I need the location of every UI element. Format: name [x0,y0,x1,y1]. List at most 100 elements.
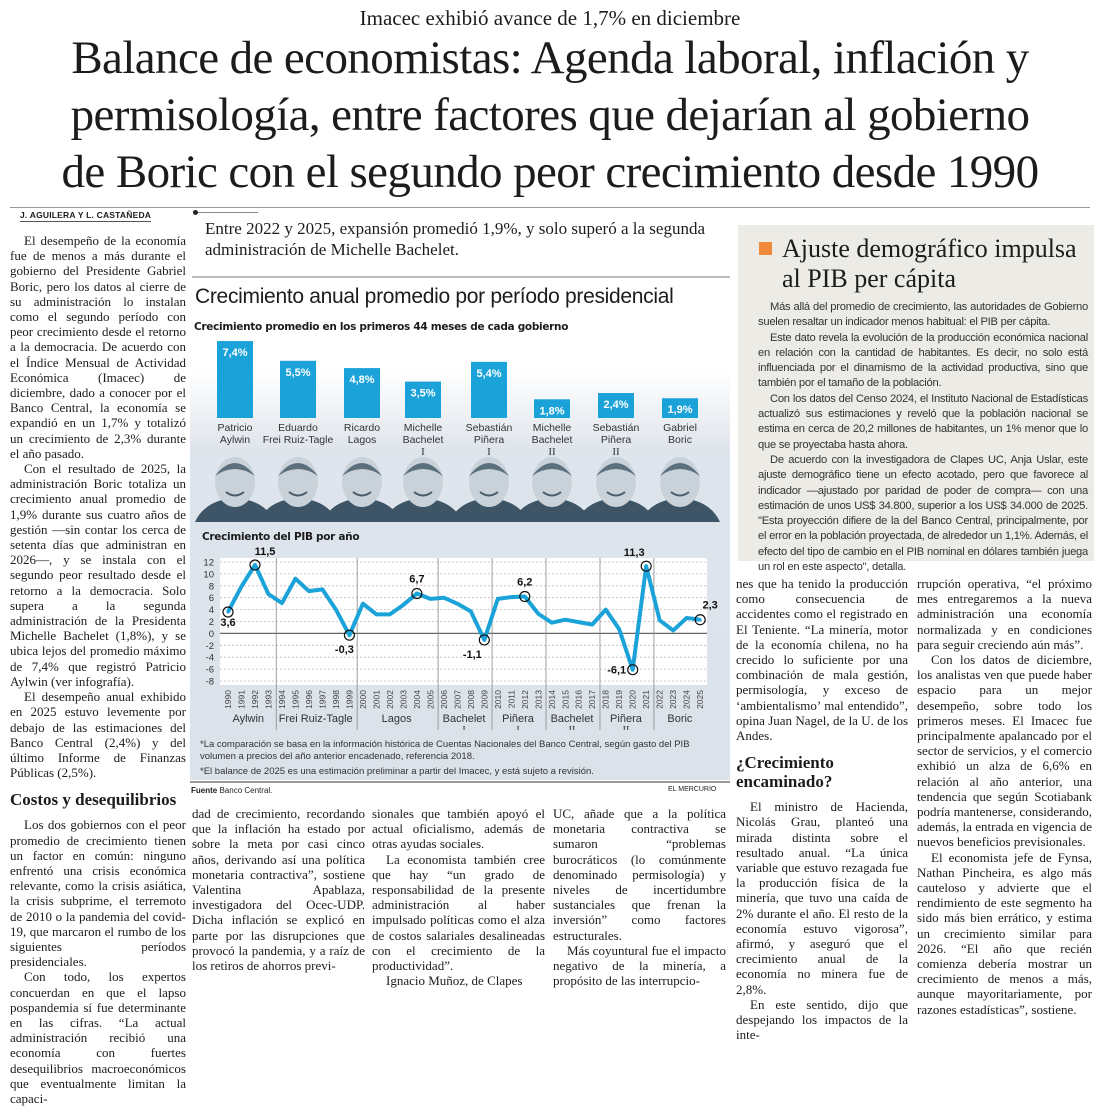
x-tick-label: 2024 [682,690,692,709]
period-label: Piñera [502,713,535,725]
bar [534,399,570,418]
annotation-label: -0,3 [335,644,354,656]
x-tick-label: 2021 [641,690,651,709]
x-tick-label: 2000 [358,690,368,709]
x-tick-label: 2019 [614,690,624,709]
bar-category-label: Gabriel [663,422,697,434]
bar-category-label: Sebastián [466,422,513,434]
data-point [698,618,702,622]
bar-category-label: Aylwin [220,434,250,446]
x-tick-label: 1998 [331,690,341,709]
data-point [253,563,257,567]
article-column-2: dad de crecimiento, recordando que la in… [192,806,365,973]
article-column-4: UC, añade que a la política monetaria co… [553,806,726,988]
bar-category-sublabel: II [548,446,556,458]
period-sublabel: I [516,725,519,730]
data-point [293,577,297,581]
highlight-marker [222,606,234,618]
footnote: *La comparación se basa en la informació… [200,739,690,762]
data-point [415,592,419,596]
data-point [388,612,392,616]
x-tick-label: 2016 [574,690,584,709]
sidebar-box: Ajuste demográfico impulsa al PIB per cá… [738,225,1094,573]
headline: Balance de economistas: Agenda laboral, … [0,30,1100,201]
divider [198,212,258,213]
x-tick-label: 2002 [385,690,395,709]
portrait-image [322,457,402,522]
sidebar-title: Ajuste demográfico impulsa al PIB per cá… [782,234,1077,293]
highlight-marker [694,614,706,626]
paragraph: UC, añade que a la política monetaria co… [553,806,726,943]
divider [190,781,730,783]
portrait-shoulders [383,498,463,522]
highlight-marker [478,634,490,646]
paragraph: Ignacio Muñoz, de Clapes [386,973,523,989]
paragraph: Con los datos de diciembre, los analista… [917,652,1092,850]
source-text: Banco Central. [219,786,273,795]
annotation-label: 6,7 [409,574,424,586]
paragraph: Este dato revela la evolución de la prod… [758,331,1088,390]
period-label: Frei Ruiz-Tagle [279,713,353,725]
bar-category-label: Patricio [217,422,252,434]
paragraph: Con todo, los expertos concuerdan en que… [10,969,186,1106]
annotation-label: 3,6 [220,617,235,629]
data-point [604,608,608,612]
bar-value-label: 7,4% [222,347,247,359]
data-point [563,618,567,622]
bar-category-label: Piñera [474,434,505,446]
x-tick-label: 2003 [398,690,408,709]
bullet-dot [193,210,198,215]
x-tick-label: 2011 [506,690,516,709]
portrait-hair [469,463,509,476]
x-tick-label: 2017 [587,690,597,709]
article-column-1: El desempeño de la economía fue de menos… [10,233,186,1106]
paragraph: En este sentido, dijo que despejando los… [736,996,908,1043]
headline-line: permisología, entre factores que dejaría… [70,89,1030,141]
x-tick-label: 1991 [236,690,246,709]
y-tick-label: -6 [206,665,214,676]
chart-footnotes: *La comparación se basa en la informació… [200,739,720,778]
portrait-smile [225,491,245,497]
subheading: ¿Crecimiento encaminado? [736,753,834,792]
x-tick-label: 2007 [452,690,462,709]
y-tick-label: 4 [209,605,214,616]
paragraph: El ministro de Hacienda, Nicolás Grau, p… [736,799,908,997]
y-tick-label: -4 [206,653,214,664]
portrait-image [449,457,529,522]
highlight-marker [640,560,652,572]
article-column-6: rrupción operativa, “el próximo mes entr… [917,576,1092,1017]
y-tick-label: 6 [209,593,214,604]
portrait-hair [532,463,572,476]
source-label: Fuente [191,786,218,795]
portrait-image [195,457,275,522]
paragraph: Los dos gobiernos con el peor promedio d… [10,817,186,970]
data-point [401,603,405,607]
portrait-hair [278,463,318,476]
data-point [658,618,662,622]
paragraph: sionales que también apoyó el actual ofi… [372,806,545,852]
pull-quote: Entre 2022 y 2025, expansión promedió 1,… [205,219,705,259]
headline-line: Balance de economistas: Agenda laboral, … [71,32,1029,84]
bar-category-label: Frei Ruiz-Tagle [263,434,334,446]
data-point [617,627,621,631]
bar-value-label: 3,5% [410,388,435,400]
bar-value-label: 1,8% [539,405,564,417]
paragraph: El economista jefe de Fynsa, Nathan Pinc… [917,849,1092,1017]
x-tick-label: 1995 [290,690,300,709]
period-label: Bachelet [551,713,594,725]
infographic-title: Crecimiento anual promedio por período p… [195,285,674,308]
bar [344,368,380,418]
data-point [280,601,284,605]
data-point [685,616,689,620]
annotation-label: 6,2 [517,577,532,589]
x-tick-label: 2009 [479,690,489,709]
portrait-shoulders [576,498,656,522]
y-tick-label: -2 [206,641,214,652]
bar-category-label: Michelle [404,422,443,434]
data-point [644,564,648,568]
data-point [239,584,243,588]
portrait-smile [606,491,626,497]
data-point [320,587,324,591]
bar-category-label: Bachelet [532,434,573,446]
